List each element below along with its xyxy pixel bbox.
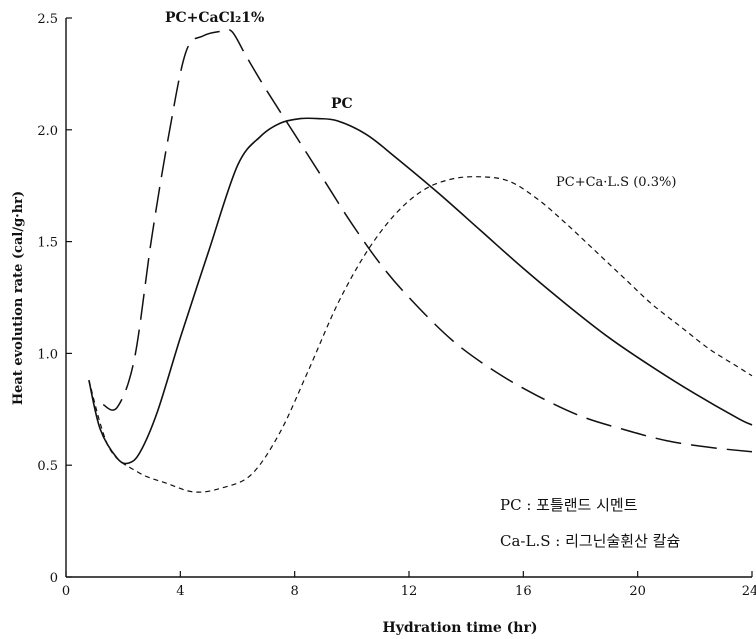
legend-note-ca-ls: Ca-L.S : 리그닌술휜산 칼슘 (500, 532, 680, 550)
x-tick-label: 12 (401, 584, 418, 599)
series-lines (88, 28, 753, 493)
x-tick-label: 20 (629, 584, 646, 599)
x-tick-label: 0 (62, 584, 70, 599)
annotation-ca-ls: PC+Ca·L.S (0.3%) (556, 175, 676, 190)
y-tick-label: 2.5 (37, 12, 58, 27)
series-line-pc-cacl2 (102, 28, 753, 453)
series-line-pc (88, 117, 753, 465)
x-axis-label: Hydration time (hr) (383, 620, 538, 636)
y-tick-label: 1.5 (37, 236, 58, 251)
x-tick-label: 16 (515, 584, 532, 599)
y-tick-label: 2.0 (37, 124, 58, 139)
series-line-pc-ca-ls (88, 176, 753, 493)
annotation-cacl2: PC+CaCl₂1% (165, 10, 264, 26)
x-tick-label: 4 (176, 584, 184, 599)
x-tick-label: 24 (742, 584, 756, 599)
annotation-pc: PC (331, 96, 353, 112)
x-tick-label: 8 (291, 584, 299, 599)
y-tick-label: 0.5 (37, 459, 58, 474)
y-tick-label: 0 (50, 571, 58, 586)
y-tick-label: 1.0 (37, 347, 58, 362)
ticks: 0 4 8 12 16 20 24 0 0.5 1.0 1.5 2.0 2.5 (37, 12, 756, 599)
y-axis-label: Heat evolution rate (cal/g·hr) (11, 191, 26, 405)
legend-note-pc: PC : 포틀랜드 시멘트 (500, 496, 638, 514)
axes (65, 18, 752, 578)
